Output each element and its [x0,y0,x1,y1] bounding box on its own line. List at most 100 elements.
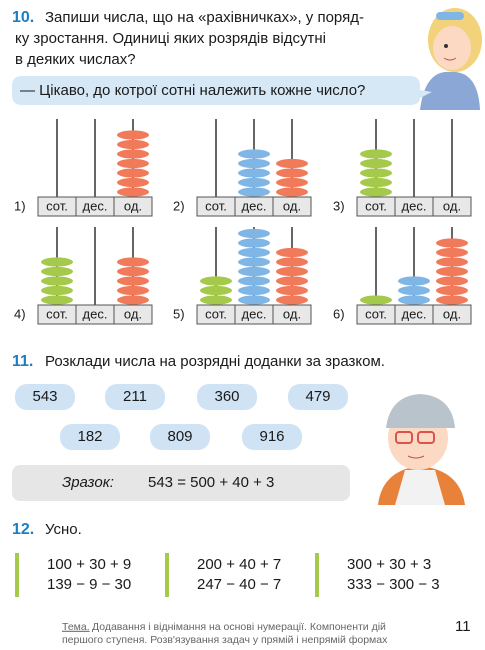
sample: 543 = 500 + 40 + 3 [148,474,274,491]
expression: 139 − 9 − 30 [47,576,131,593]
bead [200,285,232,296]
bead [117,177,149,188]
bead [276,257,308,267]
bead [238,177,270,188]
rod-name: сот. [365,198,387,213]
task-number: 10. [12,9,34,26]
rod-cell [113,304,153,325]
rod-name: дес. [402,306,427,321]
bead [398,276,430,286]
bead [238,149,270,159]
rod-name: од. [443,198,461,213]
bead [360,168,392,178]
bead [360,295,392,305]
bead [238,168,270,178]
bead [41,295,73,305]
expression: 200 + 40 + 7 [197,556,281,573]
bead [436,266,468,277]
bead [360,158,392,169]
bead [398,285,430,296]
bead [398,295,430,305]
number-pill [197,384,257,410]
bead [360,149,392,159]
bead [41,285,73,296]
column-bar [165,553,169,597]
bead [238,158,270,169]
rod-name: од. [283,198,301,213]
abacus-label: 3) [333,198,345,213]
bead [117,158,149,169]
bead [238,238,270,248]
rod-name: од. [124,306,142,321]
bead [117,257,149,267]
bead [117,168,149,178]
bead [117,276,149,286]
rod-name: сот. [46,306,68,321]
bead [276,187,308,197]
page-number: 11 [455,618,471,635]
expression: 100 + 30 + 9 [47,556,131,573]
bead [360,177,392,188]
bead [276,158,308,169]
bead [238,285,270,296]
number-pill [288,384,348,410]
bead [276,276,308,286]
rod-name: сот. [205,198,227,213]
bead [117,130,149,140]
rod-cell [272,196,312,217]
bead [238,257,270,267]
expression: 300 + 30 + 3 [347,556,431,573]
topic-label: Тема. [62,621,90,633]
number: 182 [77,428,102,445]
bead [41,266,73,277]
abacus-label: 2) [173,198,185,213]
bead [436,285,468,296]
bead [276,247,308,258]
boy-illustration [378,394,465,505]
bead [117,266,149,277]
rod-cell [113,196,153,217]
number-pill [242,424,302,450]
task-text: ку зростання. Одиниці яких розрядів відс… [15,30,326,47]
bead [117,295,149,305]
footer-text: Додавання і віднімання на основі нумерац… [92,621,386,633]
bead [238,266,270,277]
bead [276,177,308,188]
rod-name: сот. [205,306,227,321]
bead [238,295,270,305]
bead [238,247,270,258]
bead [200,295,232,305]
task-number: 11. [12,353,33,370]
number: 360 [214,388,239,405]
rod-name: од. [283,306,301,321]
rod-name: сот. [46,198,68,213]
number-pill [60,424,120,450]
footer-text: першого ступеня. Розв'язування задач у п… [62,634,388,646]
bead [276,285,308,296]
number: 916 [259,428,284,445]
bead [436,257,468,267]
rod-name: од. [443,306,461,321]
bead [238,228,270,239]
bead [360,187,392,197]
bead [436,238,468,248]
bead [276,295,308,305]
rod-cell [272,304,312,325]
bead [117,139,149,150]
number-pill [15,384,75,410]
bead [117,187,149,197]
number-pill [105,384,165,410]
task-text: Розклади числа на розрядні доданки за зр… [45,353,385,370]
rod-name: дес. [242,306,267,321]
abacus-label: 5) [173,306,185,321]
bead [436,276,468,286]
bead [238,187,270,197]
rod-name: сот. [365,306,387,321]
bead [41,276,73,286]
bead [117,149,149,159]
abacus-label: 6) [333,306,345,321]
abacus-label: 1) [14,198,26,213]
number: 809 [167,428,192,445]
